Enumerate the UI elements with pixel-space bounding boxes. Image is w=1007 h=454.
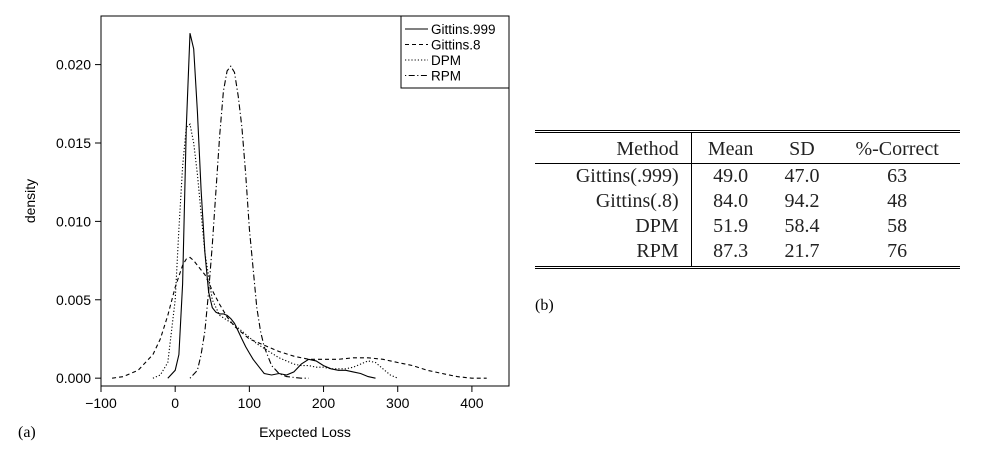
panel-b-label: (b): [535, 297, 554, 314]
cell-sd: 58.4: [784, 215, 820, 237]
table-row: RPM 87.3 21.7 76: [535, 239, 960, 268]
series-line-rpm: [189, 65, 309, 379]
x-tick-label: 200: [312, 395, 336, 411]
table-row: Gittins(.8) 84.0 94.2 48: [535, 189, 960, 214]
cell-method: RPM: [535, 239, 692, 268]
cell-mean: 84.0: [713, 190, 749, 212]
x-axis-title: Expected Loss: [259, 424, 351, 440]
cell-mean: 87.3: [713, 240, 749, 262]
legend-label: DPM: [431, 53, 461, 68]
x-tick-label: 0: [171, 395, 179, 411]
x-tick-label: 100: [238, 395, 262, 411]
series-lines: [112, 33, 487, 379]
cell-mean: 51.9: [713, 215, 749, 237]
cell-percent-correct: 76: [887, 240, 908, 262]
x-axis: −100 0 100 200 300 400: [85, 385, 484, 411]
series-line-gittins-8: [112, 256, 487, 379]
header-percent-correct: %-Correct: [834, 131, 960, 164]
panel-a-label: (a): [18, 424, 36, 441]
y-tick-label: 0.005: [56, 292, 91, 308]
legend-label: Gittins.8: [431, 38, 481, 53]
y-axis-title: density: [22, 179, 38, 223]
cell-percent-correct: 63: [887, 165, 908, 187]
cell-sd: 47.0: [784, 165, 820, 187]
density-chart: 0.000 0.005 0.010 0.015 0.020 −100 0 100 200 300…: [22, 15, 510, 440]
legend-label: Gittins.999: [431, 22, 496, 37]
cell-method: Gittins(.999): [535, 163, 692, 189]
table-header-row: Method Mean SD %-Correct: [535, 131, 960, 164]
y-axis: 0.000 0.005 0.010 0.015 0.020: [56, 57, 102, 386]
header-mean: Mean: [691, 131, 770, 164]
legend-label: RPM: [431, 69, 461, 84]
table-row: DPM 51.9 58.4 58: [535, 214, 960, 239]
y-tick-label: 0.020: [56, 57, 91, 73]
cell-percent-correct: 58: [887, 215, 908, 237]
table-row: Gittins(.999) 49.0 47.0 63: [535, 163, 960, 189]
series-line-dpm: [152, 123, 398, 379]
y-tick-label: 0.010: [56, 213, 91, 229]
y-tick-label: 0.000: [56, 370, 91, 386]
cell-sd: 94.2: [784, 190, 820, 212]
cell-mean: 49.0: [713, 165, 749, 187]
x-tick-label: −100: [85, 395, 117, 411]
cell-method: DPM: [535, 214, 692, 239]
legend-box: [400, 15, 510, 89]
series-line-gittins-999: [167, 33, 376, 379]
cell-sd: 21.7: [784, 240, 820, 262]
x-tick-label: 400: [460, 395, 484, 411]
header-sd: SD: [769, 131, 835, 164]
x-tick-label: 300: [386, 395, 410, 411]
cell-percent-correct: 48: [887, 190, 908, 212]
results-table: Method Mean SD %-Correct Gittins(.999) 4…: [535, 130, 960, 269]
y-tick-label: 0.015: [56, 135, 91, 151]
header-method: Method: [535, 131, 692, 164]
cell-method: Gittins(.8): [535, 189, 692, 214]
